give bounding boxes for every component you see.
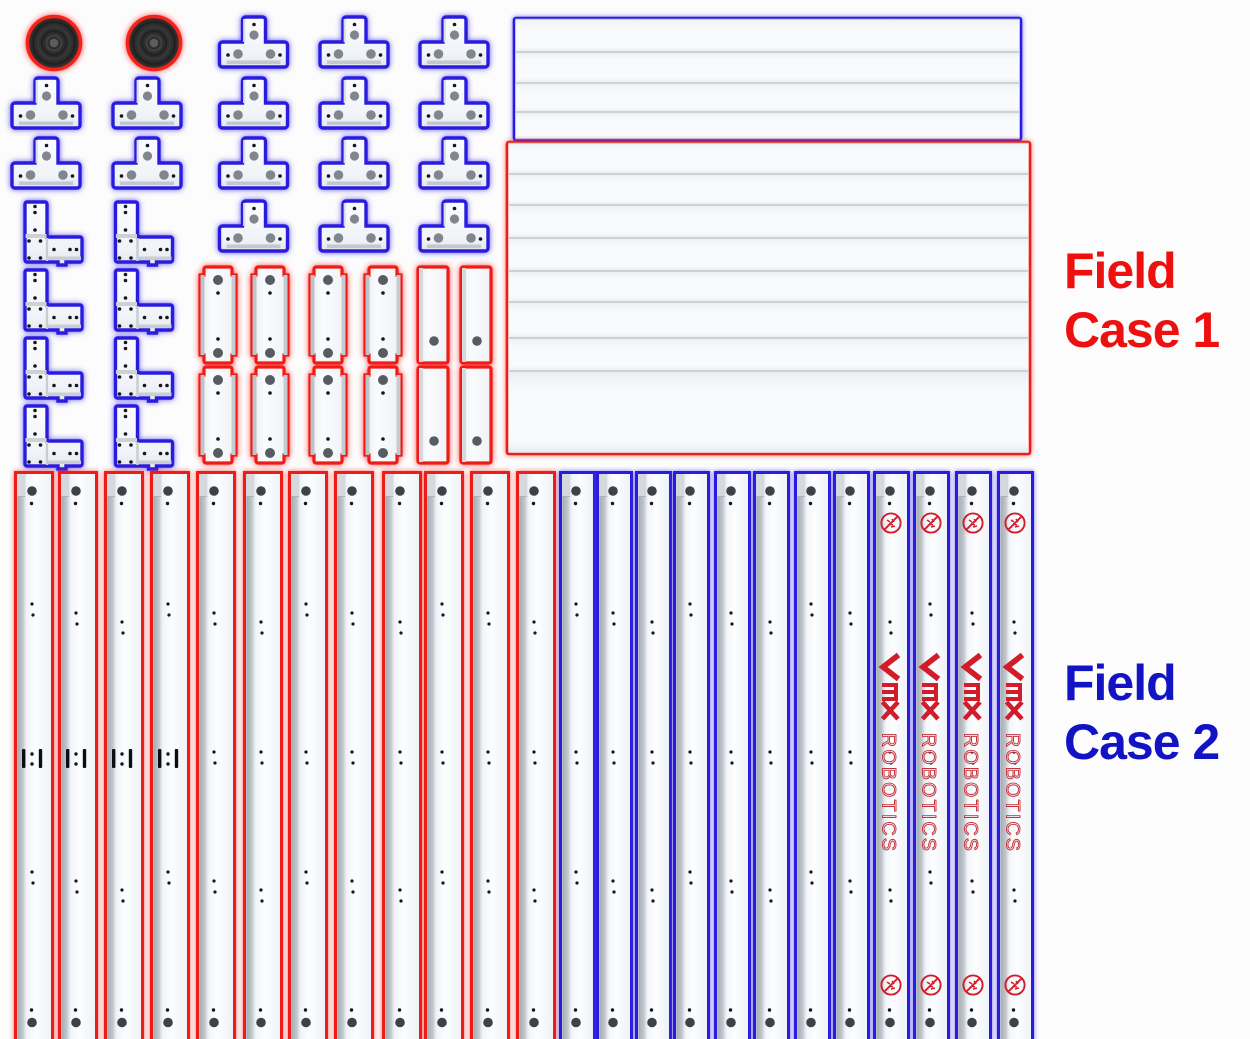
svg-text:Case 1: Case 1: [1064, 302, 1219, 358]
svg-text:Field: Field: [1064, 243, 1176, 299]
svg-text:ROBOTICS: ROBOTICS: [918, 733, 940, 853]
svg-text:Case 2: Case 2: [1064, 714, 1219, 770]
svg-text:ROBOTICS: ROBOTICS: [1002, 733, 1024, 853]
svg-text:Field: Field: [1064, 655, 1176, 711]
svg-text:ROBOTICS: ROBOTICS: [960, 733, 982, 853]
svg-text:ROBOTICS: ROBOTICS: [878, 733, 900, 853]
